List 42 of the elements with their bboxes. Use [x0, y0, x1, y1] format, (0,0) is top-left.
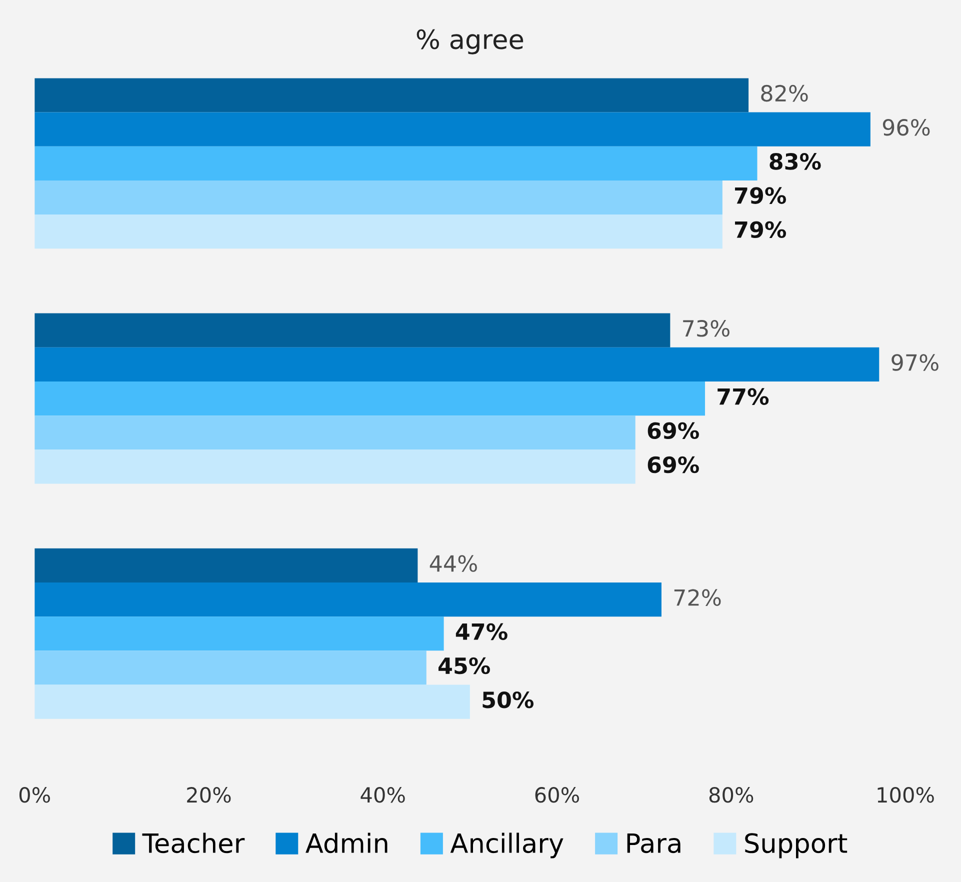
bar — [34, 112, 870, 146]
data-label: 79% — [735, 221, 786, 238]
bar — [34, 684, 470, 719]
legend-label: Para — [627, 834, 680, 854]
data-label: 97% — [892, 354, 938, 371]
data-label: 83% — [770, 153, 821, 170]
data-label: 44% — [430, 555, 477, 572]
bar — [34, 548, 418, 582]
x-tick-label: 40% — [360, 787, 405, 803]
bar — [34, 381, 706, 416]
legend-label: Ancillary — [450, 832, 564, 858]
data-label: 45% — [438, 657, 490, 674]
data-label: 72% — [674, 589, 721, 606]
bar — [34, 582, 662, 617]
bar — [34, 416, 636, 450]
x-tick-label: 80% — [709, 787, 754, 803]
bar — [34, 313, 670, 348]
legend-label: Support — [745, 833, 848, 858]
bar — [34, 146, 758, 180]
data-label: 79% — [735, 187, 786, 204]
bar — [34, 450, 636, 484]
bar — [34, 650, 426, 685]
data-label: 73% — [683, 320, 730, 337]
bar — [34, 347, 880, 382]
legend-label: Teacher — [142, 832, 245, 854]
bar — [34, 214, 722, 249]
x-tick-label: 60% — [535, 787, 579, 803]
data-label: 82% — [761, 84, 808, 102]
data-label: 69% — [648, 422, 699, 440]
bar — [34, 180, 722, 215]
bar — [34, 616, 444, 651]
data-label: 47% — [456, 623, 508, 640]
legend-label: Admin — [306, 832, 388, 854]
data-label: 77% — [718, 388, 769, 405]
data-label: 96% — [882, 118, 930, 136]
chart-title: % agree — [416, 29, 524, 54]
data-label: 69% — [648, 456, 699, 474]
x-tick-label: 100% — [878, 787, 934, 803]
data-label: 50% — [482, 691, 534, 708]
x-tick-label: 0% — [19, 787, 50, 803]
x-tick-label: 20% — [187, 787, 231, 803]
bar — [34, 78, 749, 112]
